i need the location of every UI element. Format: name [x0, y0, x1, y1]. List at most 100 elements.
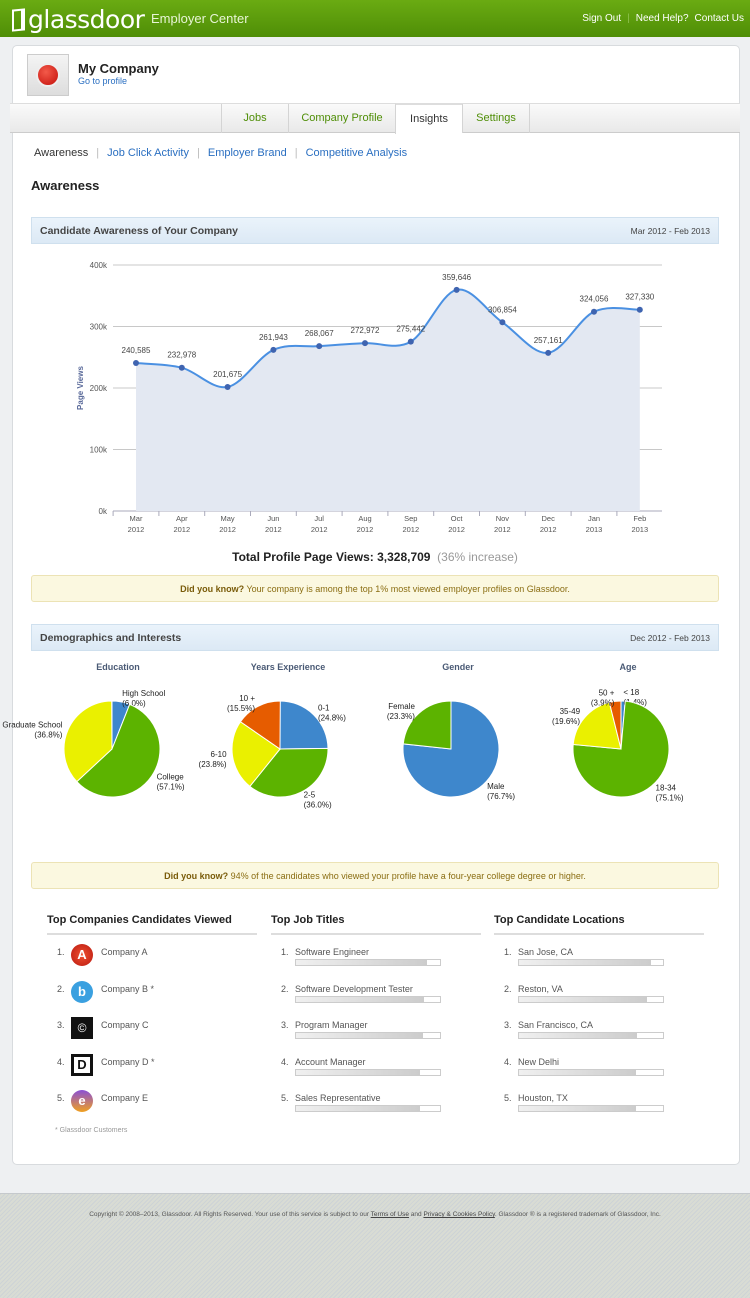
- share-bar-fill: [519, 996, 648, 1002]
- data-label: 275,442: [396, 325, 425, 334]
- list-item: 4. New Delhi: [494, 1057, 704, 1087]
- list-item: 5. Sales Representative: [271, 1093, 481, 1123]
- rank: 1.: [504, 947, 512, 957]
- list-title: Top Companies Candidates Viewed: [47, 914, 257, 935]
- list-item: 4. Account Manager: [271, 1057, 481, 1087]
- company-name[interactable]: Company D *: [101, 1057, 155, 1067]
- slice-label: 50 + (3.9%): [591, 688, 615, 707]
- data-point: [636, 306, 643, 313]
- y-tick-label: 300k: [90, 323, 108, 332]
- x-tick-label: 2012: [494, 525, 511, 534]
- pie-title-experience: Years Experience: [250, 662, 326, 672]
- sign-out-link[interactable]: Sign Out: [582, 13, 622, 24]
- divider: |: [197, 147, 200, 159]
- list-item[interactable]: 3. © Company C: [47, 1017, 257, 1050]
- y-tick-label: 400k: [90, 261, 108, 270]
- subnav-employer-brand[interactable]: Employer Brand: [207, 147, 287, 159]
- increase-text: (36% increase): [437, 550, 518, 564]
- share-bar-fill: [519, 960, 652, 965]
- item-name: Reston, VA: [518, 983, 563, 994]
- footnote: * Glassdoor Customers: [55, 1127, 128, 1134]
- privacy-link[interactable]: Privacy & Cookies Policy: [423, 1211, 495, 1218]
- employer-center-title: Employer Center: [151, 11, 249, 26]
- x-tick-label: 2012: [311, 525, 328, 534]
- did-you-know-tip: Did you know? 94% of the candidates who …: [31, 862, 719, 889]
- copyright: Copyright © 2008–2013, Glassdoor. All Ri…: [0, 1211, 750, 1218]
- rank: 1.: [57, 947, 65, 957]
- x-tick-label: Aug: [358, 514, 371, 523]
- footer: Copyright © 2008–2013, Glassdoor. All Ri…: [0, 1193, 750, 1298]
- item-name: San Francisco, CA: [518, 1020, 594, 1031]
- divider: |: [627, 13, 630, 24]
- pie-education: High School (6.0%) College (57.1%) Graduate …: [2, 689, 185, 798]
- data-point: [407, 338, 414, 345]
- list-item[interactable]: 2. b Company B *: [47, 981, 257, 1014]
- share-bar: [518, 1068, 664, 1076]
- list-item: 3. Program Manager: [271, 1020, 481, 1050]
- slice-label: < 18(1.4%): [623, 688, 647, 707]
- terms-link[interactable]: Terms of Use: [370, 1211, 409, 1218]
- item-name: Software Development Tester: [295, 983, 413, 994]
- x-tick-label: Jun: [267, 514, 279, 523]
- pie-slice: [249, 747, 329, 798]
- tab-company-profile[interactable]: Company Profile: [288, 104, 395, 133]
- data-point: [178, 364, 185, 371]
- rank: 1.: [281, 947, 289, 957]
- pie-age: < 18(1.4%) 18-34(75.1%) 35-49(19.6%) 50 +(3…: [552, 688, 684, 802]
- share-bar: [295, 959, 441, 966]
- logo-text: glassdoor: [28, 5, 145, 34]
- subnav-job-click-activity[interactable]: Job Click Activity: [107, 147, 189, 159]
- y-tick-label: 200k: [90, 384, 108, 393]
- x-tick-label: 2012: [448, 525, 465, 534]
- divider: |: [96, 147, 100, 159]
- slice-label: 10 + (15.5%): [227, 694, 255, 713]
- x-tick-label: May: [221, 514, 235, 523]
- contact-us-link[interactable]: Contact Us: [694, 13, 744, 24]
- share-bar: [518, 995, 664, 1003]
- data-point: [591, 308, 597, 315]
- rank: 5.: [504, 1093, 512, 1104]
- date-range: Mar 2012 - Feb 2013: [630, 226, 710, 236]
- share-bar: [295, 1068, 441, 1076]
- x-tick-label: Nov: [496, 514, 510, 523]
- area-fill: [136, 289, 640, 511]
- glassdoor-logo[interactable]: glassdoor: [12, 5, 145, 34]
- list-item: 2. Software Development Tester: [271, 984, 481, 1014]
- list-item[interactable]: 1. A Company A: [47, 944, 257, 977]
- item-name: Program Manager: [295, 1020, 368, 1031]
- data-label: 327,330: [625, 293, 654, 302]
- share-bar: [518, 959, 664, 966]
- company-name[interactable]: Company A: [101, 947, 148, 957]
- top-job-titles-list: Top Job Titles 1. Software Engineer 2. Softw…: [271, 914, 481, 1113]
- rank: 2.: [281, 983, 289, 994]
- slice-label: High School (6.0%): [122, 689, 165, 708]
- need-help-link[interactable]: Need Help?: [635, 13, 689, 24]
- tab-settings[interactable]: Settings: [462, 104, 529, 133]
- tab-jobs[interactable]: Jobs: [221, 104, 288, 133]
- item-name: Houston, TX: [518, 1093, 568, 1104]
- subnav-competitive-analysis[interactable]: Competitive Analysis: [305, 147, 408, 159]
- go-to-profile-link[interactable]: Go to profile: [78, 76, 128, 86]
- pie-slice: [63, 700, 113, 783]
- item-name: Software Engineer: [295, 947, 370, 957]
- company-name[interactable]: Company E: [101, 1093, 149, 1103]
- top-companies-list: Top Companies Candidates Viewed 1. A Compa…: [47, 914, 257, 1112]
- subnav-awareness[interactable]: Awareness: [34, 147, 89, 159]
- section-title: Candidate Awareness of Your Company: [40, 225, 238, 237]
- company-name[interactable]: Company B *: [101, 984, 155, 994]
- x-tick-label: 2012: [173, 525, 190, 534]
- list-item[interactable]: 4. D Company D *: [47, 1054, 257, 1087]
- item-name: Account Manager: [295, 1056, 366, 1067]
- data-label: 201,675: [213, 370, 242, 379]
- x-tick-label: 2012: [357, 525, 374, 534]
- pie-slice: [608, 700, 622, 750]
- data-label: 257,161: [534, 336, 563, 345]
- x-tick-label: 2012: [265, 525, 282, 534]
- x-tick-label: Jul: [314, 514, 324, 523]
- slice-label: Female (23.3%): [387, 702, 416, 721]
- data-point: [545, 349, 552, 356]
- company-name[interactable]: Company C: [101, 1020, 149, 1030]
- share-bar-fill: [519, 1069, 636, 1075]
- tab-insights[interactable]: Insights: [395, 103, 462, 134]
- list-item[interactable]: 5. e Company E: [47, 1090, 257, 1123]
